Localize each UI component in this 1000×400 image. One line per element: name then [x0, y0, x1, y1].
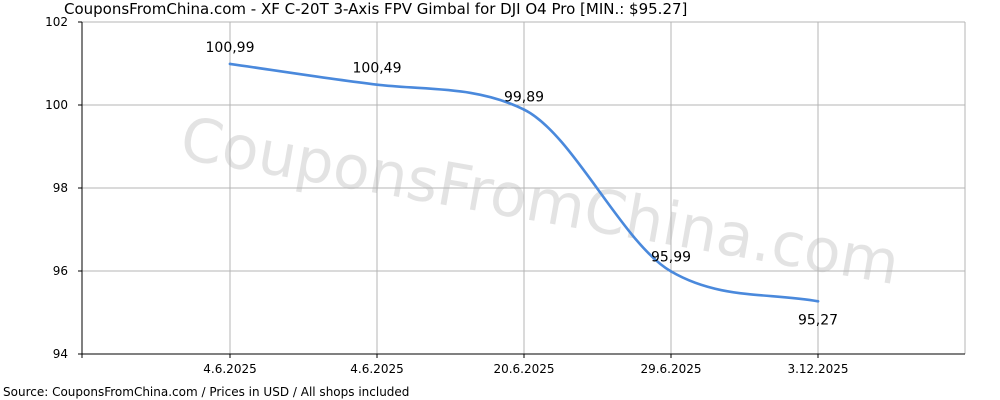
x-tick-label: 20.6.2025 — [493, 362, 554, 376]
data-label: 95,27 — [798, 312, 838, 328]
data-point — [669, 270, 673, 273]
data-point — [375, 83, 379, 86]
x-tick-label: 29.6.2025 — [640, 362, 701, 376]
y-tick-label: 102 — [45, 15, 68, 29]
grid-lines — [82, 21, 966, 354]
data-point — [816, 299, 820, 303]
y-axis-tick-labels: 94 96 98 100 102 — [45, 15, 68, 361]
data-labels: 100,99 100,49 99,89 95,99 95,27 — [206, 40, 839, 328]
data-label: 100,99 — [206, 40, 255, 56]
x-tick-label: 4.6.2025 — [203, 362, 256, 376]
x-tick-label: 3.12.2025 — [787, 362, 848, 376]
x-tick-label: 4.6.2025 — [350, 362, 403, 376]
data-label: 95,99 — [651, 249, 691, 265]
price-series — [228, 62, 820, 303]
data-label: 99,89 — [504, 90, 544, 106]
data-label: 100,49 — [353, 61, 402, 77]
y-tick-label: 96 — [53, 264, 68, 278]
y-tick-label: 94 — [53, 347, 68, 361]
data-point — [522, 108, 526, 111]
watermark: CouponsFromChina.com — [175, 104, 904, 299]
price-line — [228, 62, 820, 303]
data-point — [228, 62, 232, 66]
source-note: Source: CouponsFromChina.com / Prices in… — [3, 385, 410, 399]
y-tick-label: 100 — [45, 98, 68, 112]
x-axis-tick-labels: 4.6.2025 4.6.2025 20.6.2025 29.6.2025 3.12.2… — [203, 362, 848, 376]
chart-title: CouponsFromChina.com - XF C-20T 3-Axis F… — [64, 0, 688, 18]
y-tick-label: 98 — [53, 181, 68, 195]
axes — [78, 21, 965, 358]
